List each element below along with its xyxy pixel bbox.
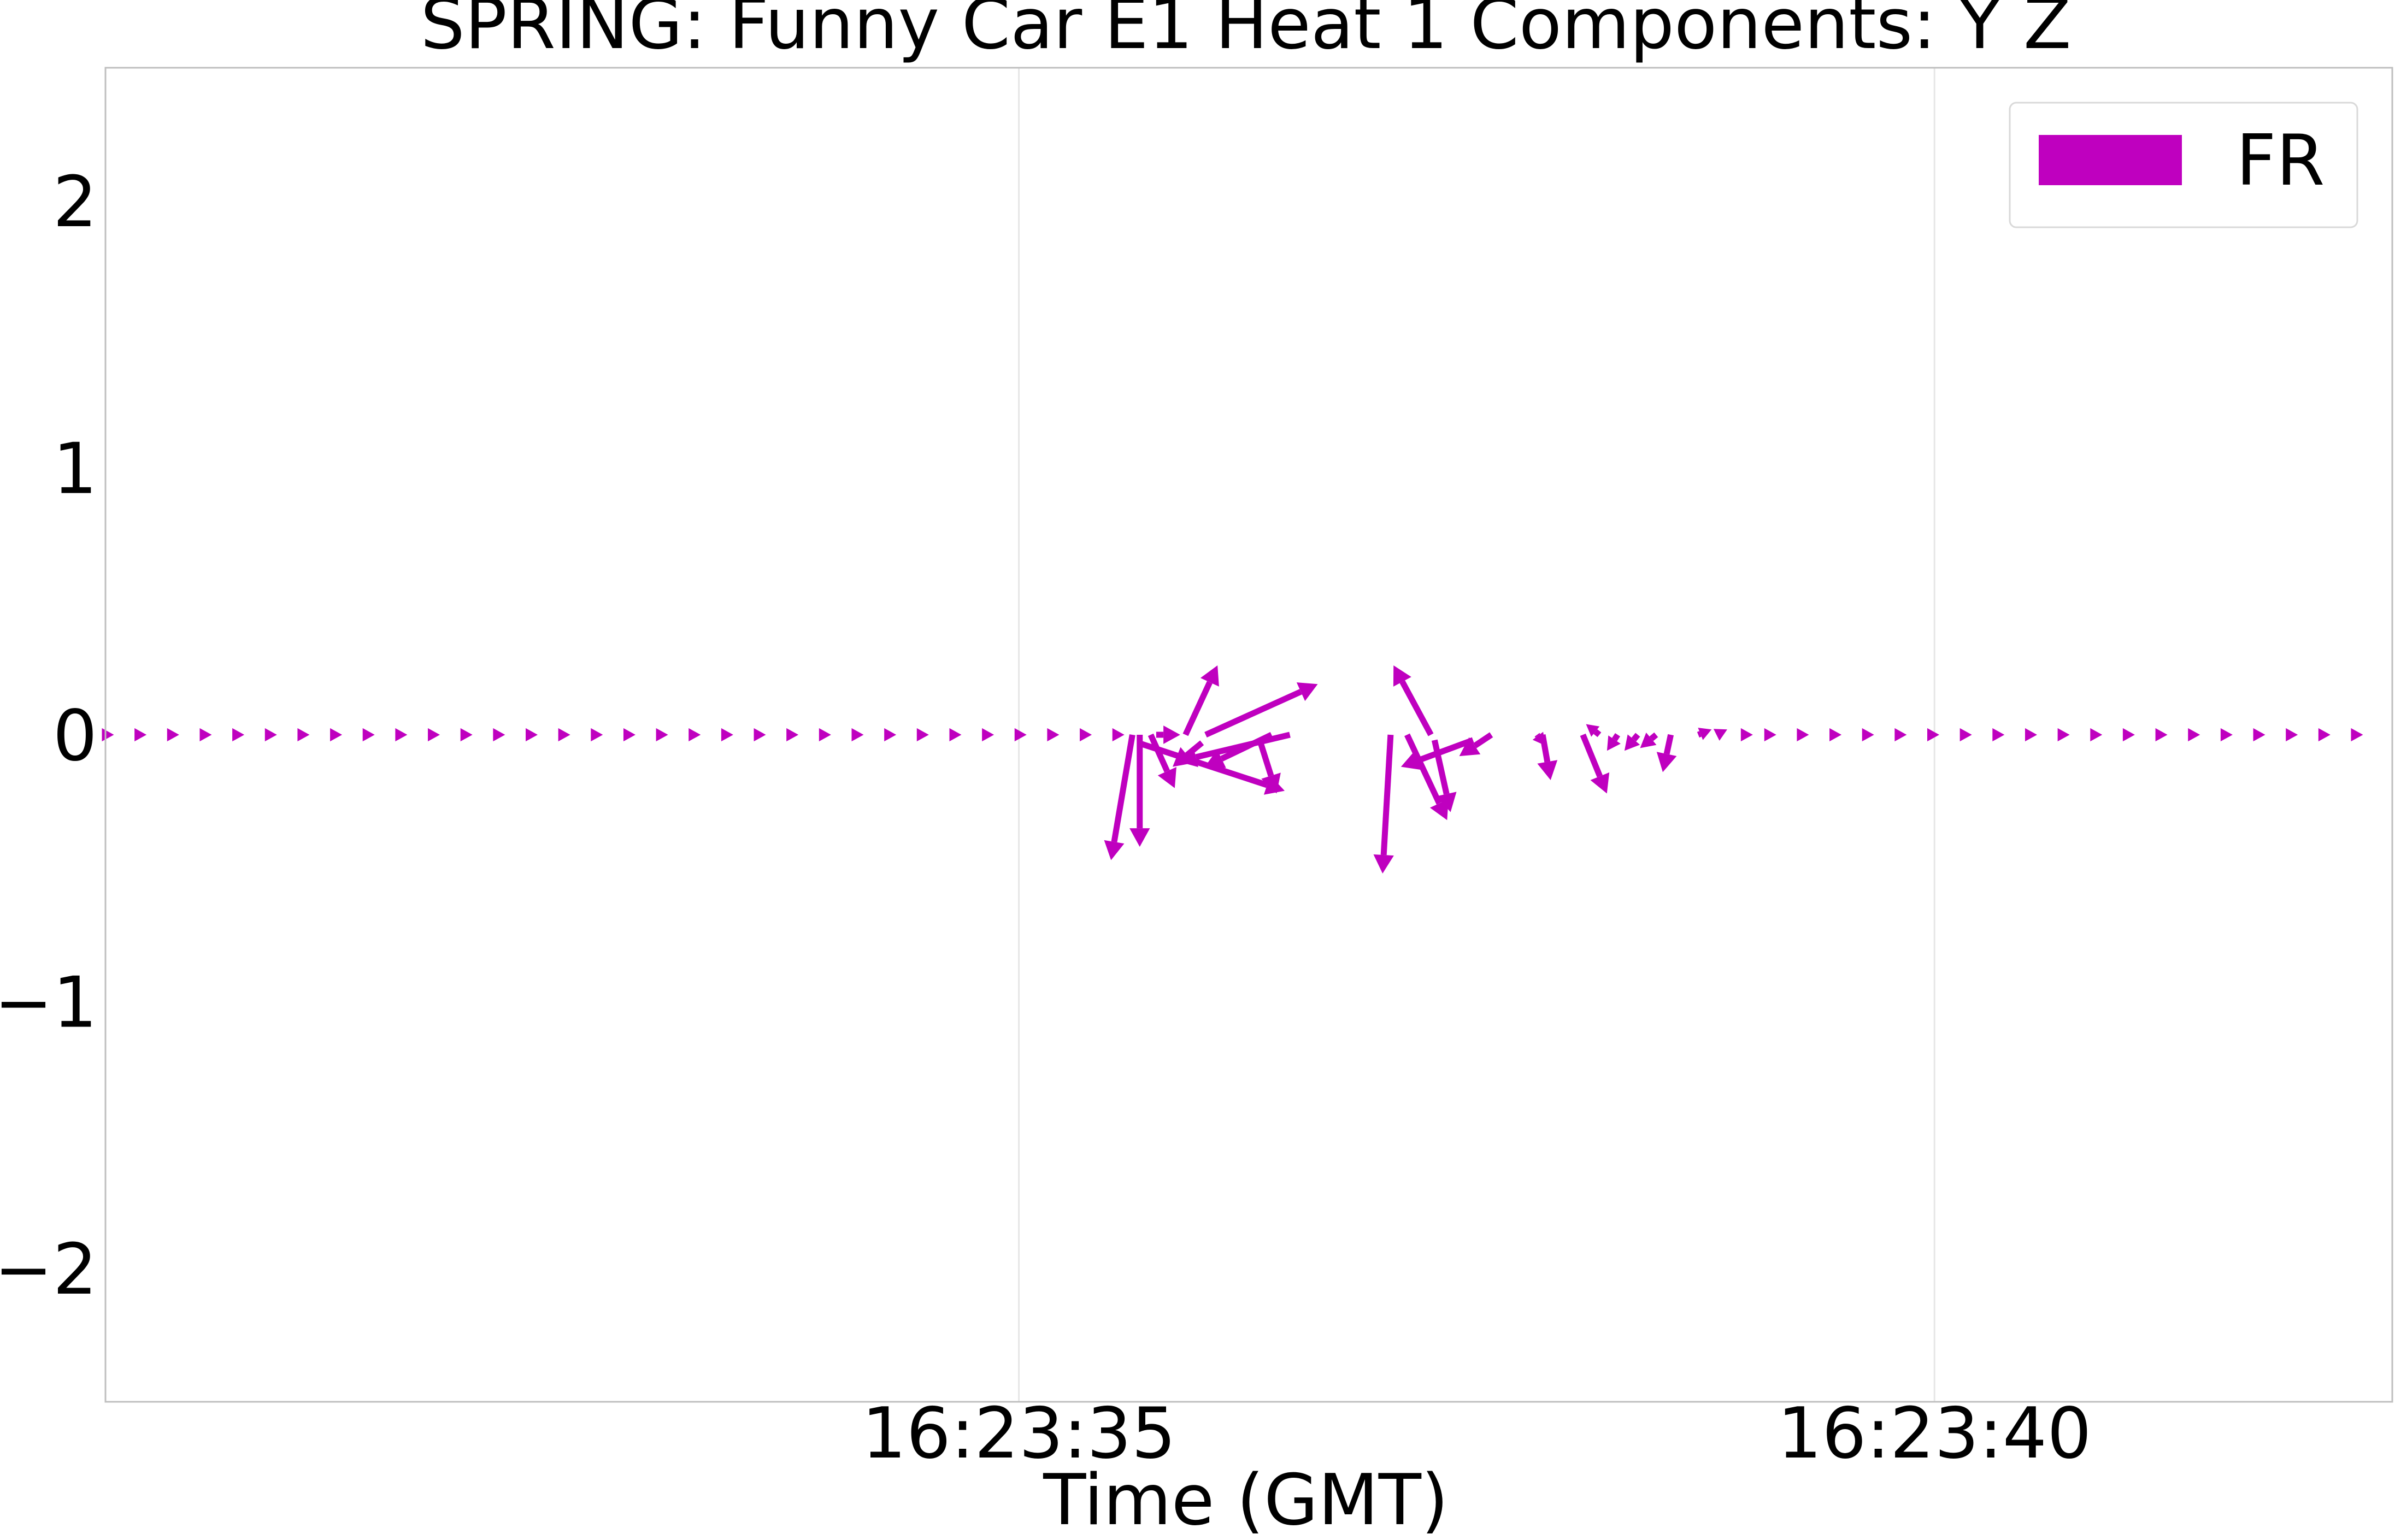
legend: FR xyxy=(2009,102,2358,228)
vector-arrow-23 xyxy=(851,728,864,742)
vector-arrow-10 xyxy=(428,728,440,742)
x-axis-label: Time (GMT) xyxy=(1043,1460,1449,1540)
vector-arrow-77 xyxy=(1532,731,1545,746)
vector-arrow-71 xyxy=(1607,733,1621,751)
vector-arrow-15 xyxy=(591,728,603,742)
vector-arrow-13 xyxy=(525,728,538,742)
vector-arrow-18 xyxy=(689,728,701,742)
x-tick-label-0: 16:23:35 xyxy=(862,1393,1176,1474)
legend-swatch-fr xyxy=(2039,135,2182,185)
vector-arrow-73 xyxy=(1656,734,1677,772)
vector-arrow-30 xyxy=(1080,728,1092,742)
vector-arrow-36 xyxy=(1894,728,1907,742)
y-tick-label-1: −1 xyxy=(0,962,97,1043)
vector-arrow-4 xyxy=(232,728,245,742)
vector-arrow-25 xyxy=(916,728,929,742)
y-axis-ticks: −2 −1 0 1 2 xyxy=(0,162,97,1311)
vector-arrow-34 xyxy=(1829,728,1842,742)
legend-box xyxy=(2009,102,2358,228)
vector-arrow-6 xyxy=(297,728,310,742)
vector-arrow-43 xyxy=(2122,728,2135,742)
vector-arrow-41 xyxy=(2057,728,2070,742)
vector-arrow-45 xyxy=(2188,728,2200,742)
vector-arrow-55 xyxy=(1204,682,1318,738)
vector-arrow-61 xyxy=(1156,725,1180,744)
vector-arrow-22 xyxy=(819,728,831,742)
vector-arrow-29 xyxy=(1047,728,1060,742)
vector-arrow-78 xyxy=(1640,732,1658,748)
vector-arrow-60 xyxy=(1172,740,1204,767)
vector-arrow-58 xyxy=(1204,732,1273,768)
x-axis-ticks: 16:23:35 16:23:40 xyxy=(862,1393,2091,1474)
vector-arrow-8 xyxy=(362,728,375,742)
vector-arrow-7 xyxy=(330,728,343,742)
vector-arrow-35 xyxy=(1862,728,1874,742)
vector-arrow-51 xyxy=(1104,734,1135,860)
vector-arrow-70 xyxy=(1586,724,1602,737)
vector-arrow-32 xyxy=(1764,728,1776,742)
vector-arrow-5 xyxy=(264,728,277,742)
vector-arrow-63 xyxy=(1373,734,1394,874)
vector-arrow-53 xyxy=(1148,733,1176,788)
vector-arrow-11 xyxy=(460,728,473,742)
vector-arrow-44 xyxy=(2155,728,2168,742)
vector-arrow-48 xyxy=(2286,728,2298,742)
vector-arrow-31 xyxy=(1112,728,1125,742)
vector-arrow-21 xyxy=(786,728,799,742)
vector-arrow-76 xyxy=(1740,728,1753,742)
vector-arrow-49 xyxy=(2318,728,2331,742)
y-tick-label-4: 2 xyxy=(53,162,97,243)
vector-arrow-14 xyxy=(558,728,570,742)
vector-arrow-33 xyxy=(1797,728,1809,742)
vector-arrow-2 xyxy=(167,728,179,742)
x-tick-label-1: 16:23:40 xyxy=(1778,1393,2092,1474)
vector-arrow-37 xyxy=(1927,728,1940,742)
vector-arrow-67 xyxy=(1459,732,1493,757)
vector-arrow-47 xyxy=(2253,728,2265,742)
vector-arrow-62 xyxy=(1393,665,1434,736)
vector-arrow-3 xyxy=(199,728,212,742)
vector-arrow-27 xyxy=(982,728,995,742)
vector-arrow-24 xyxy=(884,728,897,742)
vector-arrow-40 xyxy=(2025,728,2037,742)
vector-arrow-28 xyxy=(1014,728,1027,742)
vector-arrow-69 xyxy=(1580,733,1610,794)
y-tick-label-2: 0 xyxy=(53,695,97,777)
vector-arrow-66 xyxy=(1400,737,1474,770)
vector-arrow-1 xyxy=(134,728,147,742)
vector-arrow-19 xyxy=(721,728,733,742)
vector-arrow-20 xyxy=(754,728,766,742)
vector-arrow-74 xyxy=(1697,728,1712,740)
vector-arrow-9 xyxy=(395,728,408,742)
vector-arrow-65 xyxy=(1404,733,1449,821)
y-tick-label-3: 1 xyxy=(53,429,97,510)
vector-arrow-50 xyxy=(2351,728,2363,742)
chart-title: SPRING: Funny Car E1 Heat 1 Components: … xyxy=(420,0,2071,65)
vector-series-fr xyxy=(102,665,2363,874)
vector-arrow-39 xyxy=(1992,728,2005,742)
vector-arrow-46 xyxy=(2220,728,2233,742)
y-tick-label-0: −2 xyxy=(0,1229,97,1311)
vector-arrow-42 xyxy=(2090,728,2103,742)
vector-arrow-59 xyxy=(1257,741,1281,794)
plot-frame xyxy=(104,67,2393,1403)
vector-arrow-16 xyxy=(623,728,635,742)
vector-arrow-12 xyxy=(493,728,505,742)
vector-arrow-52 xyxy=(1129,735,1150,847)
vector-arrow-26 xyxy=(949,728,962,742)
vector-arrow-38 xyxy=(1959,728,1972,742)
vector-arrow-54 xyxy=(1182,665,1219,736)
vector-arrow-75 xyxy=(1713,729,1727,741)
legend-label-fr: FR xyxy=(2236,120,2325,202)
vector-arrow-17 xyxy=(656,728,668,742)
vector-arrow-72 xyxy=(1624,733,1640,751)
